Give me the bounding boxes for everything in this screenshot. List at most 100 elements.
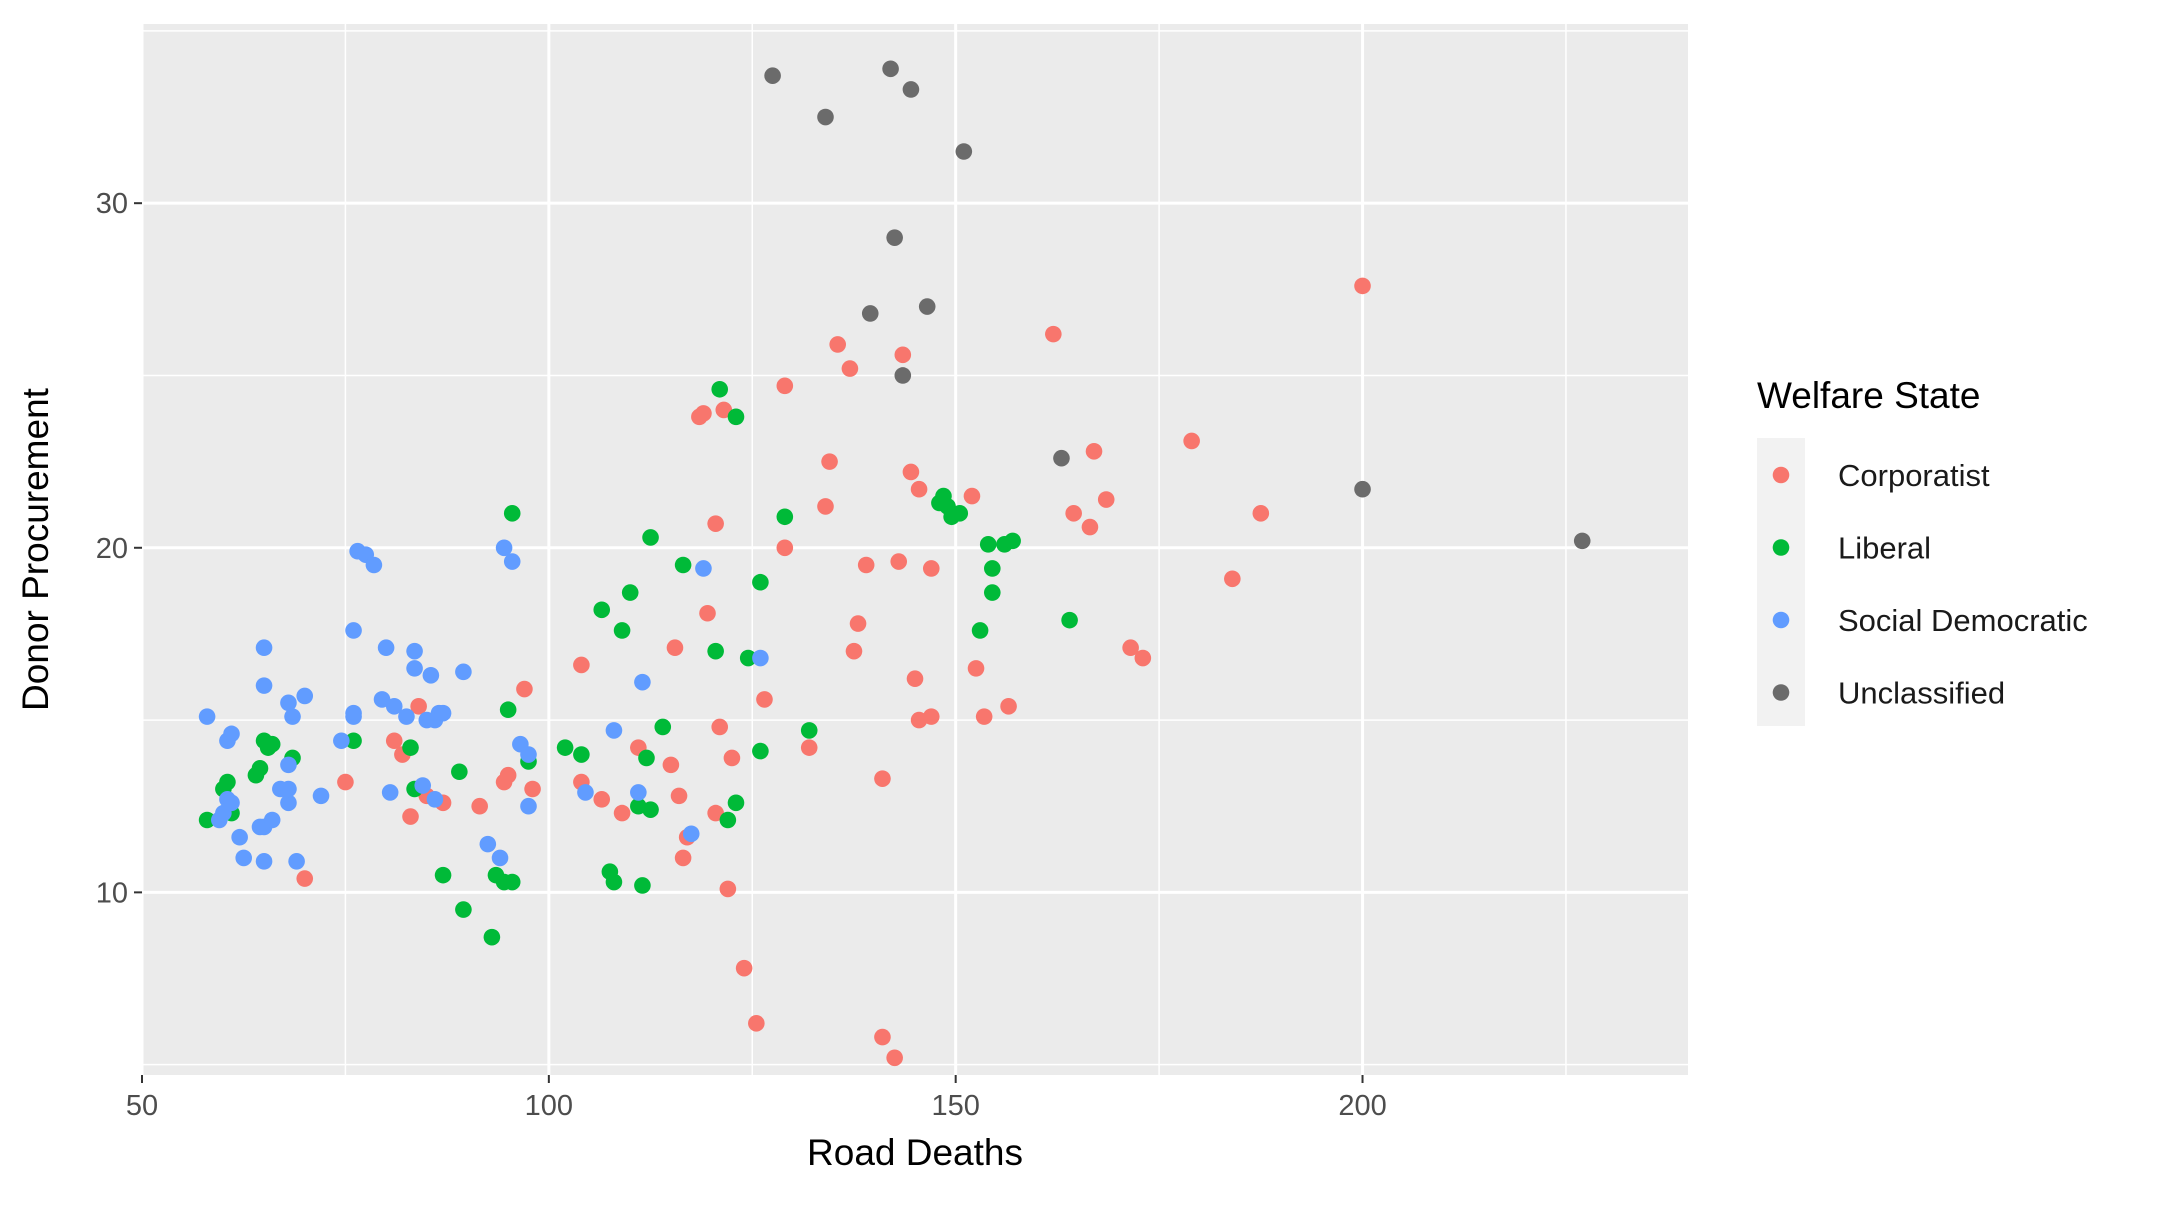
point-unclassified (1573, 532, 1591, 550)
legend-label-unclassified: Unclassified (1838, 676, 2005, 711)
point-liberal (503, 505, 521, 522)
legend-key-social-democratic (1772, 611, 1790, 629)
point-liberal (503, 873, 521, 891)
point-liberal (739, 649, 757, 667)
point-corporatist (1134, 649, 1152, 667)
point-unclassified (902, 81, 920, 98)
point-corporatist (1354, 277, 1371, 295)
point-liberal (642, 801, 659, 818)
point-corporatist (296, 870, 314, 887)
point-social-democratic (255, 853, 273, 870)
point-liberal (455, 901, 472, 918)
y-tick-label: 30 (96, 188, 128, 220)
point-corporatist (666, 639, 684, 657)
point-liberal (1061, 611, 1078, 629)
point-liberal (674, 556, 692, 574)
point-social-democratic (284, 708, 301, 725)
point-liberal (971, 622, 989, 639)
point-social-democratic (385, 697, 403, 715)
point-corporatist (841, 360, 859, 377)
point-social-democratic (280, 780, 297, 798)
point-unclassified (955, 143, 973, 160)
point-liberal (727, 408, 745, 426)
point-corporatist (748, 1015, 765, 1032)
point-social-democratic (381, 784, 399, 801)
point-corporatist (1122, 639, 1139, 657)
y-axis-title: Donor Procurement (15, 387, 56, 711)
point-social-democratic (426, 791, 444, 808)
point-corporatist (1097, 491, 1115, 508)
point-liberal (605, 873, 623, 891)
point-social-democratic (695, 560, 712, 577)
point-liberal (593, 601, 611, 619)
point-social-democratic (263, 811, 281, 829)
point-social-democratic (479, 835, 497, 853)
point-corporatist (524, 780, 541, 798)
point-corporatist (1045, 325, 1062, 343)
point-corporatist (1252, 505, 1270, 522)
point-corporatist (845, 642, 863, 660)
legend-label-social-democratic: Social Democratic (1838, 603, 2088, 638)
point-social-democratic (605, 722, 623, 739)
point-liberal (727, 794, 745, 812)
point-corporatist (385, 732, 403, 750)
point-social-democratic (223, 794, 240, 812)
legend-items: Corporatist Liberal Social Democratic Uncla… (1772, 458, 2088, 711)
legend-key-liberal (1772, 539, 1790, 556)
data-points (198, 60, 1591, 1067)
point-liberal (1004, 532, 1021, 550)
point-social-democratic (406, 660, 423, 677)
point-corporatist (821, 453, 838, 470)
point-social-democratic (422, 666, 440, 684)
point-corporatist (723, 749, 741, 767)
point-social-democratic (455, 663, 472, 681)
point-liberal (984, 584, 1001, 601)
point-social-democratic (630, 784, 647, 801)
point-social-democratic (288, 853, 305, 870)
point-liberal (345, 732, 362, 750)
point-social-democratic (495, 539, 513, 557)
point-liberal (707, 642, 724, 660)
point-liberal (451, 763, 468, 781)
point-social-democratic (414, 777, 432, 794)
point-liberal (654, 718, 672, 736)
point-corporatist (886, 1049, 903, 1067)
point-corporatist (910, 480, 928, 498)
point-social-democratic (406, 642, 423, 660)
point-social-democratic (296, 687, 314, 705)
x-tick-label: 100 (525, 1090, 573, 1122)
point-corporatist (1224, 570, 1241, 588)
y-tick-label: 10 (96, 877, 128, 909)
point-corporatist (963, 487, 981, 505)
point-liberal (776, 508, 794, 526)
point-liberal (621, 584, 639, 601)
point-social-democratic (634, 673, 651, 691)
point-social-democratic (312, 787, 330, 805)
x-axis-title: Road Deaths (807, 1132, 1023, 1173)
legend-title: Welfare State (1757, 375, 1980, 416)
legend-label-liberal: Liberal (1838, 531, 1931, 566)
plot-panel (142, 24, 1688, 1075)
point-corporatist (499, 766, 517, 784)
y-tick-label: 20 (96, 533, 128, 565)
point-corporatist (1065, 505, 1082, 522)
point-liberal (573, 746, 590, 763)
point-social-democratic (280, 756, 297, 774)
point-corporatist (829, 336, 846, 353)
point-corporatist (662, 756, 680, 774)
point-social-democratic (682, 825, 700, 843)
point-corporatist (593, 791, 611, 808)
point-corporatist (695, 405, 712, 422)
point-corporatist (902, 463, 920, 481)
point-corporatist (613, 804, 631, 822)
legend-key-background (1757, 438, 1805, 726)
point-liberal (800, 722, 818, 739)
point-corporatist (1081, 518, 1099, 536)
point-liberal (979, 536, 997, 553)
point-liberal (483, 928, 501, 946)
point-unclassified (1053, 449, 1070, 467)
point-corporatist (715, 401, 733, 419)
point-corporatist (410, 697, 427, 715)
point-social-democratic (377, 639, 395, 657)
